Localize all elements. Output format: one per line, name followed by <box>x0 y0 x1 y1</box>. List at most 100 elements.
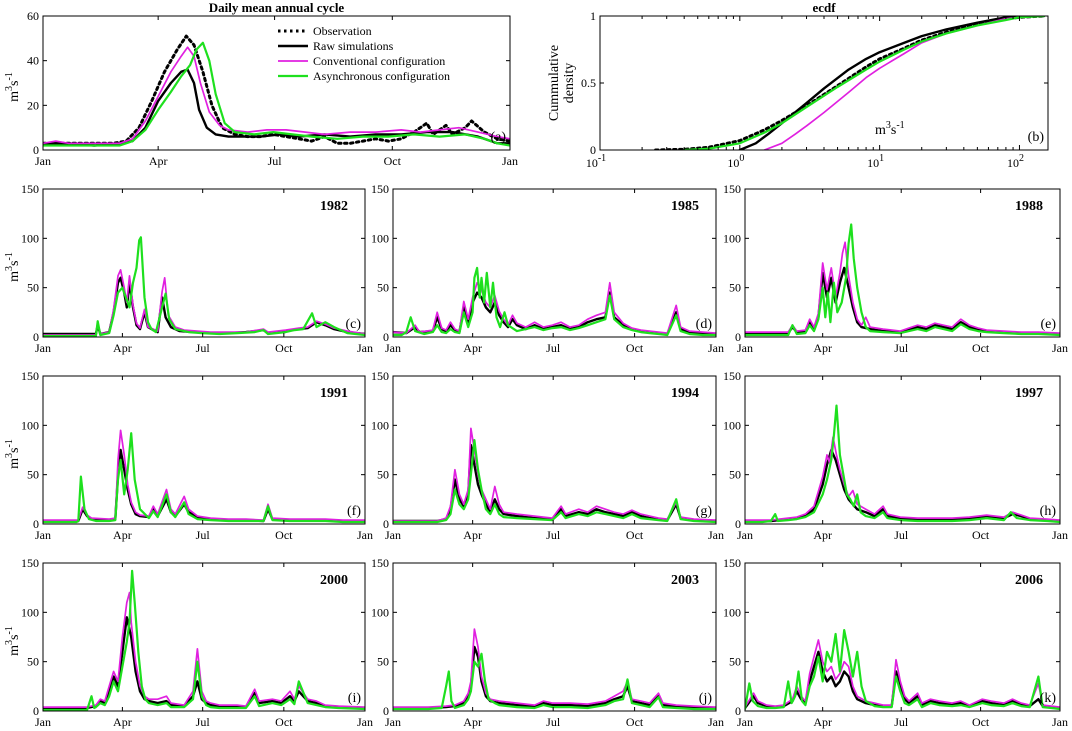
y-tick-label: 0 <box>383 704 389 718</box>
y-tick-label: 100 <box>371 231 389 245</box>
series-asynchronous-configuration <box>393 652 716 711</box>
y-axis-label-sup: 3 <box>4 453 15 458</box>
legend-item: Conventional configuration <box>278 54 445 68</box>
series-asynchronous-configuration <box>43 41 510 147</box>
axis-frame <box>392 188 717 338</box>
x-tick-label: Jan <box>35 715 51 729</box>
series-group <box>745 223 1060 337</box>
axis-frame <box>42 562 366 712</box>
panel-tag: (b) <box>1028 130 1045 145</box>
legend-item: Asynchronous configuration <box>278 69 450 83</box>
y-axis-label: Cummulativedensity <box>547 45 577 121</box>
y-axis-label-line1: Cummulative <box>547 45 562 121</box>
y-tick-label: 100 <box>371 418 389 432</box>
y-tick-label: 100 <box>21 605 39 619</box>
x-tick-label: 101 <box>867 153 884 170</box>
y-axis-label-part: m <box>7 271 22 282</box>
y-tick-label: 50 <box>729 468 741 482</box>
series-raw-simulations <box>738 16 1046 150</box>
y-axis-label: m3s-1 <box>4 439 22 469</box>
x-tick-label: Jan <box>1052 341 1068 355</box>
axis-frame <box>744 188 1061 338</box>
year-label: 1997 <box>1015 386 1043 401</box>
y-tick-label: 150 <box>371 182 389 196</box>
x-tick-label: Apr <box>463 528 482 542</box>
x-tick-label-part: 10 <box>586 156 598 170</box>
legend-label: Conventional configuration <box>313 54 445 68</box>
panel-tag: (e) <box>1040 317 1056 332</box>
x-tick-label: Jan <box>385 341 401 355</box>
axis-frame <box>392 562 717 712</box>
axis-frame <box>744 375 1061 525</box>
y-tick-label: 0 <box>735 704 741 718</box>
y-tick-label: 150 <box>723 369 741 383</box>
y-tick-label: 150 <box>723 182 741 196</box>
series-asynchronous-configuration <box>683 16 1046 150</box>
x-tick-label: Jul <box>894 528 909 542</box>
series-asynchronous-configuration <box>745 404 1060 524</box>
y-tick-label: 0 <box>590 143 596 157</box>
x-tick-label-sup: 1 <box>879 153 884 164</box>
x-tick-label: Oct <box>972 341 990 355</box>
y-tick-label: 50 <box>729 655 741 669</box>
year-label: 2006 <box>1015 573 1043 588</box>
series-raw-simulations <box>745 266 1060 336</box>
series-conventional-configuration <box>43 46 510 145</box>
year-label: 1994 <box>671 386 699 401</box>
y-tick-label: 40 <box>27 54 39 68</box>
series-group <box>43 429 365 524</box>
y-tick-label: 0.5 <box>581 76 596 90</box>
y-tick-label: 100 <box>723 231 741 245</box>
y-tick-label: 150 <box>21 369 39 383</box>
x-tick-label: Oct <box>275 715 293 729</box>
series-group <box>393 427 716 524</box>
series-asynchronous-configuration <box>745 628 1060 711</box>
series-group <box>393 628 716 711</box>
y-tick-label: 150 <box>21 556 39 570</box>
y-axis-label-sup: -1 <box>4 626 15 634</box>
y-axis-label: m3s-1 <box>4 72 22 102</box>
x-tick-label-sup: 0 <box>739 153 744 164</box>
series-asynchronous-configuration <box>43 569 365 711</box>
x-tick-label: Oct <box>275 528 293 542</box>
series-conventional-configuration <box>745 639 1060 708</box>
x-tick-label: Oct <box>626 341 644 355</box>
y-axis-label-part: s <box>7 261 22 266</box>
series-raw-simulations <box>393 443 716 523</box>
panel-tag: (j) <box>699 691 713 706</box>
x-tick-label-sup: -1 <box>598 153 606 164</box>
panel-tag: (d) <box>696 317 713 332</box>
series-observation <box>654 16 1046 150</box>
x-tick-label: Jan <box>357 528 373 542</box>
legend-label: Raw simulations <box>313 39 394 53</box>
y-tick-label: 150 <box>371 369 389 383</box>
panel-tag: (a) <box>490 130 506 145</box>
axis-frame <box>599 15 1049 151</box>
x-tick-label: Jan <box>35 341 51 355</box>
y-tick-label: 100 <box>21 418 39 432</box>
y-tick-label: 100 <box>21 231 39 245</box>
year-label: 2000 <box>320 573 348 588</box>
y-tick-label: 50 <box>377 655 389 669</box>
year-label: 1982 <box>320 199 348 214</box>
series-group <box>43 34 510 147</box>
x-tick-label: Jul <box>196 528 211 542</box>
x-tick-label: Apr <box>113 528 132 542</box>
series-conventional-configuration <box>393 427 716 522</box>
y-axis-label-part: m <box>7 91 22 102</box>
x-tick-label: 102 <box>1007 153 1024 170</box>
panel-tag: (g) <box>696 504 713 519</box>
legend-label: Asynchronous configuration <box>313 69 450 83</box>
y-tick-label: 1 <box>590 9 596 23</box>
series-asynchronous-configuration <box>745 223 1060 337</box>
x-tick-label: Apr <box>813 528 832 542</box>
panel-tag: (f) <box>347 504 361 519</box>
y-axis-label-part: m <box>7 458 22 469</box>
x-tick-label: Jul <box>546 341 561 355</box>
x-tick-label-sup: 2 <box>1019 153 1024 164</box>
y-tick-label: 100 <box>371 605 389 619</box>
x-tick-label: Apr <box>813 341 832 355</box>
y-tick-label: 50 <box>377 468 389 482</box>
axis-frame <box>42 15 511 151</box>
x-tick-label: Jan <box>35 528 51 542</box>
